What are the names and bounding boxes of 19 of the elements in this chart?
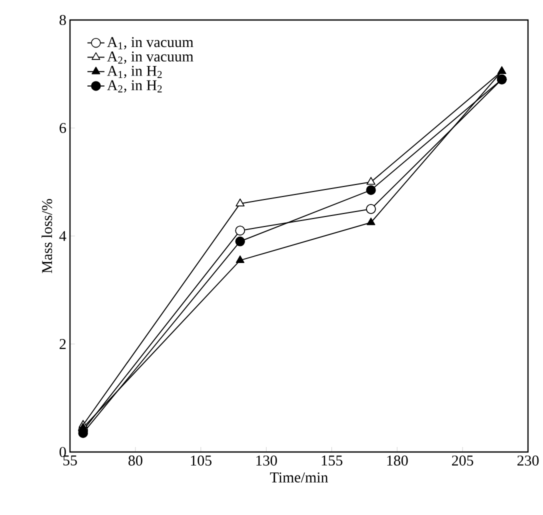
x-tick-label: 80 bbox=[128, 456, 142, 466]
x-tick-label: 205 bbox=[452, 456, 474, 466]
legend-label: A$_{2}$, in vacuum bbox=[107, 52, 194, 64]
y-tick-label: 2 bbox=[60, 339, 66, 349]
y-tick-label: 8 bbox=[60, 14, 66, 26]
x-tick-label: 180 bbox=[387, 456, 408, 466]
legend-label: A$_{1}$, in vacuum bbox=[107, 37, 194, 50]
x-tick-label: 155 bbox=[322, 456, 342, 466]
y-tick-label: 0 bbox=[60, 446, 66, 458]
x-tick-label: 105 bbox=[190, 456, 212, 466]
legend-label: A$_{1}$, in H$_{2}$ bbox=[107, 66, 162, 78]
x-axis-title: Time/min bbox=[270, 472, 328, 482]
y-tick-label: 6 bbox=[60, 122, 66, 134]
y-axis-title: Mass loss/% bbox=[42, 198, 52, 274]
x-tick-label: 130 bbox=[256, 456, 277, 466]
x-tick-label: 230 bbox=[517, 456, 539, 466]
y-tick-label: 4 bbox=[59, 231, 66, 241]
x-tick-label: 55 bbox=[63, 456, 77, 466]
legend-label: A$_{2}$, in H$_{2}$ bbox=[107, 80, 162, 92]
